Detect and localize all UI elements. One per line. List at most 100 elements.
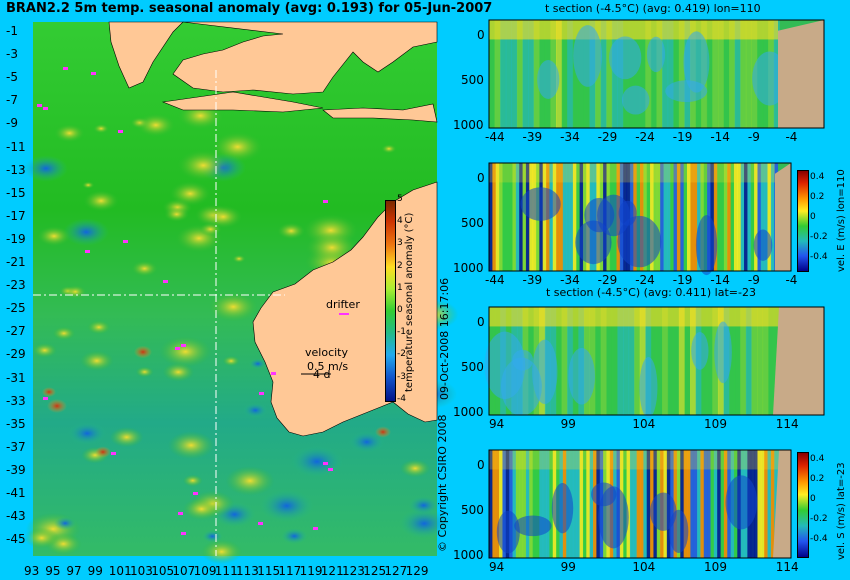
velocity-value-label-2: 4 d	[313, 368, 331, 381]
section-column	[707, 450, 711, 558]
drifter-mark	[37, 104, 42, 107]
section-column	[717, 20, 724, 128]
section-column	[723, 20, 730, 128]
section2-x-tick: -24	[635, 273, 655, 287]
section-column	[512, 450, 517, 558]
drifter-mark	[85, 250, 90, 253]
section-patch	[537, 60, 560, 99]
map-y-tick: -33	[6, 393, 26, 408]
drifter-mark	[91, 72, 96, 75]
anomaly-patch	[232, 254, 246, 263]
map-x-tick: 109	[193, 564, 217, 578]
section-column	[595, 307, 602, 415]
section-column	[729, 20, 736, 128]
section-column	[764, 163, 769, 271]
section4-y-tick: 0	[477, 458, 485, 472]
section-column	[678, 20, 685, 128]
section2-x-tick: -19	[672, 273, 693, 287]
map-x-tick: 101	[108, 564, 132, 578]
land-nusa-tenggara	[322, 103, 438, 123]
section2-y-tick: 0	[477, 171, 485, 185]
map-colorbar-tick: 4	[397, 216, 403, 227]
map-colorbar-tick: 3	[397, 238, 403, 249]
anomaly-patch	[32, 343, 57, 358]
section-column	[634, 20, 641, 128]
section-column	[697, 450, 701, 558]
map-x-tick: 127	[384, 564, 408, 578]
section-column	[522, 450, 527, 558]
section-column	[683, 450, 688, 558]
section-column	[600, 20, 607, 128]
section-column	[628, 307, 635, 415]
section1-x-tick: -44	[485, 130, 505, 144]
map-colorbar-tick: 5	[397, 194, 403, 204]
section3-x-tick: 99	[560, 417, 576, 431]
section-column	[639, 20, 646, 128]
section4-colorbar-tick: 0	[810, 494, 816, 504]
section2-x-tick: -34	[560, 273, 580, 287]
section-column	[495, 450, 500, 558]
section-column	[740, 20, 747, 128]
section-column	[686, 450, 691, 558]
section-column	[650, 163, 654, 271]
section2-colorbar-tick: 0.2	[810, 192, 825, 202]
section-column	[700, 450, 705, 558]
section-column	[533, 20, 540, 128]
section-column	[760, 450, 765, 558]
map-y-tick: -21	[6, 255, 26, 269]
map-y-tick: -43	[6, 509, 26, 524]
anomaly-patch	[183, 497, 221, 521]
anomaly-patch	[159, 336, 212, 368]
section-column	[512, 163, 517, 271]
section-column	[516, 20, 523, 128]
map-y-tick: -39	[6, 462, 26, 477]
section-column	[494, 20, 501, 128]
section-column	[734, 20, 741, 128]
section-patch	[532, 339, 558, 405]
map-y-tick: -5	[6, 70, 18, 85]
drifter-mark	[111, 452, 116, 455]
section-surface-band	[489, 307, 779, 327]
anomaly-patch	[281, 528, 308, 544]
map-colorbar	[385, 200, 396, 402]
section-column	[639, 307, 646, 415]
section-column	[693, 163, 698, 271]
map-y-tick: -45	[6, 532, 26, 547]
map-y-tick: -35	[6, 416, 26, 431]
section-column	[546, 450, 550, 558]
map-x-tick: 119	[299, 564, 323, 578]
section-column	[606, 20, 613, 128]
section-column	[663, 163, 668, 271]
section-patch	[514, 515, 552, 537]
anomaly-patch	[208, 292, 258, 322]
anomaly-patch	[24, 527, 60, 549]
section1-x-tick: -4	[785, 130, 798, 144]
section2-y-tick: 500	[461, 216, 484, 230]
section-column	[717, 163, 722, 271]
section-patch	[617, 215, 662, 268]
section2-x-tick: -9	[747, 273, 760, 287]
section1-x-tick: -34	[560, 130, 580, 144]
section4-plot	[488, 449, 792, 559]
section-column	[600, 307, 607, 415]
section-column	[712, 20, 719, 128]
map-x-tick: 115	[257, 564, 281, 578]
section-column	[757, 307, 764, 415]
section-column	[576, 450, 581, 558]
land-sumatra	[108, 21, 184, 89]
anomaly-patch	[68, 422, 107, 445]
section-column	[767, 450, 772, 558]
section-column	[700, 163, 705, 271]
section-column	[720, 450, 725, 558]
section-column	[633, 450, 638, 558]
section-column	[676, 163, 681, 271]
map-y-tick: -25	[6, 301, 26, 316]
section-column	[710, 450, 715, 558]
section-column	[750, 163, 755, 271]
drifter-mark	[63, 67, 68, 70]
section-column	[525, 450, 530, 558]
section-column	[556, 307, 563, 415]
map-x-tick: 129	[405, 564, 429, 578]
section-column	[559, 163, 564, 271]
section-column	[623, 307, 630, 415]
